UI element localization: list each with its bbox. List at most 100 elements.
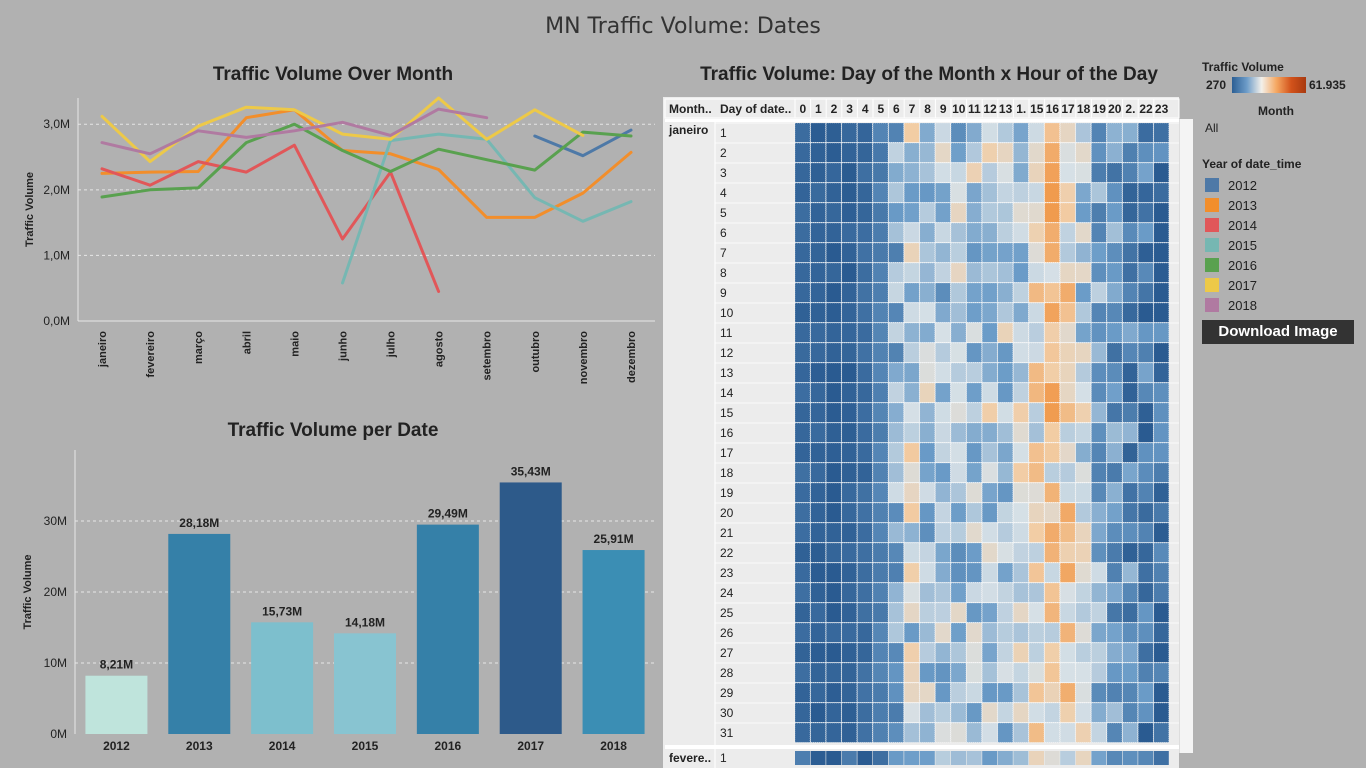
heat-cell[interactable]: [841, 642, 858, 663]
heat-cell[interactable]: [857, 562, 873, 583]
heat-cell[interactable]: [841, 262, 858, 283]
heat-cell[interactable]: [982, 142, 998, 163]
heat-cell[interactable]: [825, 682, 842, 703]
heat-cell[interactable]: [872, 642, 889, 663]
heat-cell[interactable]: [1044, 162, 1060, 183]
heat-cell[interactable]: [794, 262, 811, 283]
heat-cell[interactable]: [1122, 282, 1138, 303]
heat-cell[interactable]: [1138, 382, 1154, 403]
heat-cell[interactable]: [919, 222, 935, 243]
heat-cell[interactable]: [919, 382, 935, 403]
heat-cell[interactable]: [1138, 562, 1154, 583]
heat-cell[interactable]: [935, 362, 951, 383]
heat-cell[interactable]: [997, 662, 1013, 683]
heat-cell[interactable]: [810, 242, 826, 263]
heat-cell[interactable]: [872, 602, 889, 623]
heat-cell[interactable]: [1106, 382, 1123, 403]
heat-cell[interactable]: [919, 142, 935, 163]
heat-cell[interactable]: [1106, 562, 1123, 583]
heat-cell[interactable]: [1028, 282, 1045, 303]
heat-cell[interactable]: [1091, 122, 1107, 143]
heat-cell[interactable]: [857, 482, 873, 503]
heat-cell[interactable]: [1091, 322, 1107, 343]
heat-cell[interactable]: [997, 582, 1013, 603]
heat-cell[interactable]: [1122, 602, 1138, 623]
heat-cell[interactable]: [935, 751, 951, 765]
heat-cell[interactable]: [888, 522, 904, 543]
heat-cell[interactable]: [982, 202, 998, 223]
heat-cell[interactable]: [919, 422, 935, 443]
heat-cell[interactable]: [872, 222, 889, 243]
heat-cell[interactable]: [1013, 262, 1029, 283]
heat-cell[interactable]: [903, 142, 920, 163]
heat-cell[interactable]: [1153, 302, 1169, 323]
heat-cell[interactable]: [997, 142, 1013, 163]
heat-cell[interactable]: [888, 242, 904, 263]
heat-cell[interactable]: [888, 182, 904, 203]
heat-cell[interactable]: [825, 462, 842, 483]
heat-cell[interactable]: [825, 202, 842, 223]
heat-cell[interactable]: [903, 602, 920, 623]
heat-cell[interactable]: [888, 502, 904, 523]
heat-cell[interactable]: [1122, 622, 1138, 643]
heat-cell[interactable]: [825, 442, 842, 463]
heat-cell[interactable]: [1138, 462, 1154, 483]
heat-cell[interactable]: [1013, 422, 1029, 443]
heat-cell[interactable]: [1106, 582, 1123, 603]
bar-2017[interactable]: [499, 482, 562, 734]
heat-cell[interactable]: [1028, 602, 1045, 623]
heat-cell[interactable]: [903, 502, 920, 523]
heat-cell[interactable]: [997, 222, 1013, 243]
heat-cell[interactable]: [1106, 702, 1123, 723]
heat-cell[interactable]: [794, 342, 811, 363]
heat-cell[interactable]: [1075, 562, 1091, 583]
heat-cell[interactable]: [825, 602, 842, 623]
heat-cell[interactable]: [810, 262, 826, 283]
heat-cell[interactable]: [1028, 482, 1045, 503]
heat-cell[interactable]: [1122, 722, 1138, 743]
heat-cell[interactable]: [825, 642, 842, 663]
heat-cell[interactable]: [872, 442, 889, 463]
heat-cell[interactable]: [966, 402, 982, 423]
heat-cell[interactable]: [857, 182, 873, 203]
heat-cell[interactable]: [1122, 322, 1138, 343]
heat-cell[interactable]: [1044, 222, 1060, 243]
heat-cell[interactable]: [1044, 342, 1060, 363]
heat-cell[interactable]: [1153, 642, 1169, 663]
heat-cell[interactable]: [919, 442, 935, 463]
heat-cell[interactable]: [982, 322, 998, 343]
heat-cell[interactable]: [997, 162, 1013, 183]
heat-cell[interactable]: [935, 582, 951, 603]
heat-cell[interactable]: [1106, 442, 1123, 463]
heat-cell[interactable]: [1138, 662, 1154, 683]
heat-cell[interactable]: [872, 682, 889, 703]
heat-cell[interactable]: [841, 162, 858, 183]
heat-cell[interactable]: [1075, 702, 1091, 723]
heat-cell[interactable]: [919, 562, 935, 583]
heat-cell[interactable]: [997, 542, 1013, 563]
heat-cell[interactable]: [1122, 442, 1138, 463]
heat-cell[interactable]: [919, 502, 935, 523]
heat-cell[interactable]: [1028, 662, 1045, 683]
heat-cell[interactable]: [1075, 262, 1091, 283]
heat-cell[interactable]: [982, 602, 998, 623]
heat-cell[interactable]: [950, 682, 967, 703]
heat-cell[interactable]: [810, 582, 826, 603]
heat-cell[interactable]: [903, 722, 920, 743]
heat-cell[interactable]: [1044, 362, 1060, 383]
heat-cell[interactable]: [903, 682, 920, 703]
heat-cell[interactable]: [997, 422, 1013, 443]
heat-cell[interactable]: [888, 582, 904, 603]
heat-cell[interactable]: [857, 242, 873, 263]
heat-cell[interactable]: [888, 302, 904, 323]
heat-cell[interactable]: [966, 722, 982, 743]
heat-cell[interactable]: [794, 582, 811, 603]
heat-cell[interactable]: [919, 202, 935, 223]
heat-cell[interactable]: [1138, 402, 1154, 423]
heat-cell[interactable]: [1153, 382, 1169, 403]
heat-cell[interactable]: [794, 402, 811, 423]
heat-cell[interactable]: [997, 622, 1013, 643]
heat-cell[interactable]: [982, 751, 998, 765]
heat-cell[interactable]: [825, 422, 842, 443]
heat-cell[interactable]: [1013, 442, 1029, 463]
